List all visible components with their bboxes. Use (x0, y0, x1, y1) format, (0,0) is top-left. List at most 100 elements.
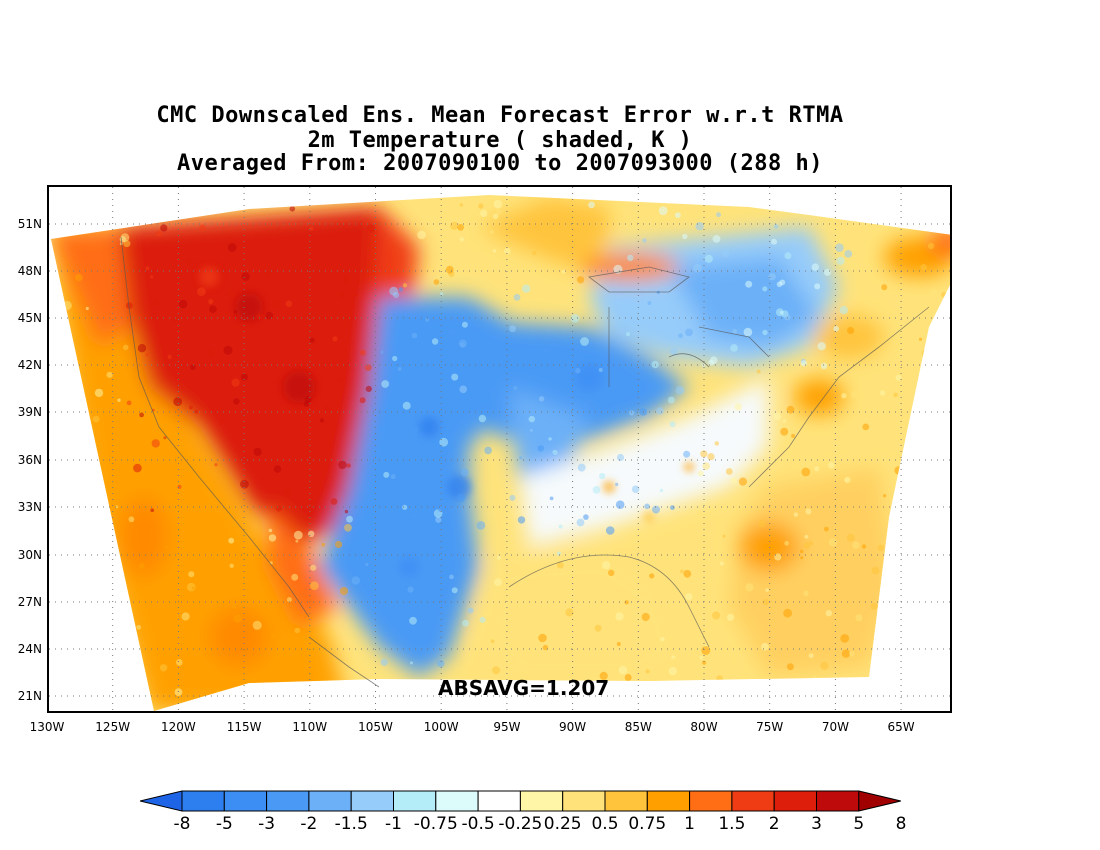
texture-speck (881, 284, 888, 291)
texture-speck (344, 509, 349, 514)
texture-speck (231, 603, 237, 609)
texture-speck (828, 462, 835, 469)
texture-speck (513, 385, 518, 391)
texture-speck (702, 660, 707, 665)
texture-speck (605, 526, 615, 535)
colorbar-arrow-high (858, 790, 901, 812)
texture-speck (652, 505, 660, 514)
texture-speck (933, 604, 940, 612)
texture-speck (215, 691, 222, 699)
texture-speck (925, 625, 935, 634)
colorbar-swatch (773, 790, 818, 812)
texture-speck (172, 317, 179, 324)
texture-speck (509, 325, 516, 333)
texture-speck (151, 439, 160, 448)
texture-speck (179, 299, 188, 309)
texture-speck (667, 396, 675, 404)
texture-speck (150, 508, 154, 512)
texture-speck (783, 608, 792, 618)
texture-speck (449, 574, 454, 580)
texture-speck (410, 661, 413, 665)
texture-speck (375, 449, 384, 458)
texture-speck (538, 633, 547, 643)
texture-speck (411, 332, 418, 339)
colorbar-tick-label: -5 (215, 814, 233, 834)
colorbar-tick-label: -2 (300, 814, 318, 834)
texture-speck (805, 508, 812, 515)
texture-speck (682, 233, 688, 240)
texture-speck (246, 195, 252, 199)
texture-speck (75, 273, 83, 282)
texture-speck (240, 373, 248, 381)
texture-speck (738, 477, 748, 486)
texture-speck (801, 467, 811, 477)
texture-speck (907, 214, 912, 219)
texture-speck (558, 524, 563, 529)
texture-speck (359, 349, 366, 356)
texture-speck (227, 201, 234, 207)
texture-speck (670, 348, 678, 356)
texture-speck (323, 404, 332, 413)
texture-speck (862, 423, 870, 431)
texture-speck (462, 619, 469, 627)
texture-speck (537, 445, 544, 452)
texture-speck (450, 221, 459, 230)
lon-label: 105W (358, 720, 393, 734)
texture-speck (811, 263, 819, 271)
texture-speck (881, 195, 886, 200)
texture-speck (117, 398, 121, 402)
texture-speck (95, 578, 103, 586)
texture-speck (849, 651, 855, 657)
texture-speck (120, 233, 130, 242)
texture-speck (522, 284, 531, 293)
texture-speck (160, 224, 168, 232)
texture-speck (716, 212, 721, 218)
texture-speck (294, 627, 301, 634)
texture-speck (740, 687, 747, 695)
lat-label: 39N (17, 405, 42, 419)
lon-label: 70W (821, 720, 849, 734)
texture-speck (214, 463, 218, 467)
texture-speck (188, 571, 195, 578)
texture-speck (909, 196, 917, 204)
texture-speck (795, 195, 804, 202)
texture-speck (926, 401, 930, 405)
texture-speck (73, 497, 78, 502)
texture-speck (722, 534, 726, 538)
texture-speck (712, 235, 721, 243)
texture-speck (894, 640, 899, 646)
texture-speck (285, 300, 293, 307)
texture-speck (847, 326, 855, 335)
texture-speck (610, 195, 617, 199)
texture-speck (495, 209, 502, 215)
texture-speck (642, 238, 647, 243)
colorbar-tick-label: -1.5 (334, 814, 368, 834)
texture-speck (487, 386, 494, 393)
texture-speck (940, 316, 944, 321)
texture-speck (647, 301, 652, 305)
texture-speck (761, 642, 769, 651)
texture-speck (773, 412, 781, 421)
texture-speck (626, 332, 630, 337)
texture-speck (833, 326, 839, 332)
texture-speck (95, 206, 102, 214)
colorbar-swatch (393, 790, 437, 812)
texture-speck (780, 427, 789, 436)
texture-speck (762, 286, 768, 292)
texture-speck (800, 556, 804, 560)
texture-speck (168, 642, 178, 651)
texture-speck (240, 479, 249, 489)
chart-title-line1: CMC Downscaled Ens. Mean Forecast Error … (156, 103, 844, 128)
texture-speck (185, 212, 192, 218)
texture-speck (335, 540, 343, 549)
texture-speck (913, 603, 920, 610)
texture-speck (680, 589, 685, 594)
texture-speck (79, 622, 86, 628)
lat-label: 45N (17, 311, 42, 325)
texture-speck (577, 463, 586, 472)
texture-speck (83, 534, 88, 540)
texture-speck (580, 337, 589, 346)
texture-speck (578, 187, 584, 191)
colorbar-swatch (181, 790, 225, 812)
texture-speck (484, 446, 492, 455)
